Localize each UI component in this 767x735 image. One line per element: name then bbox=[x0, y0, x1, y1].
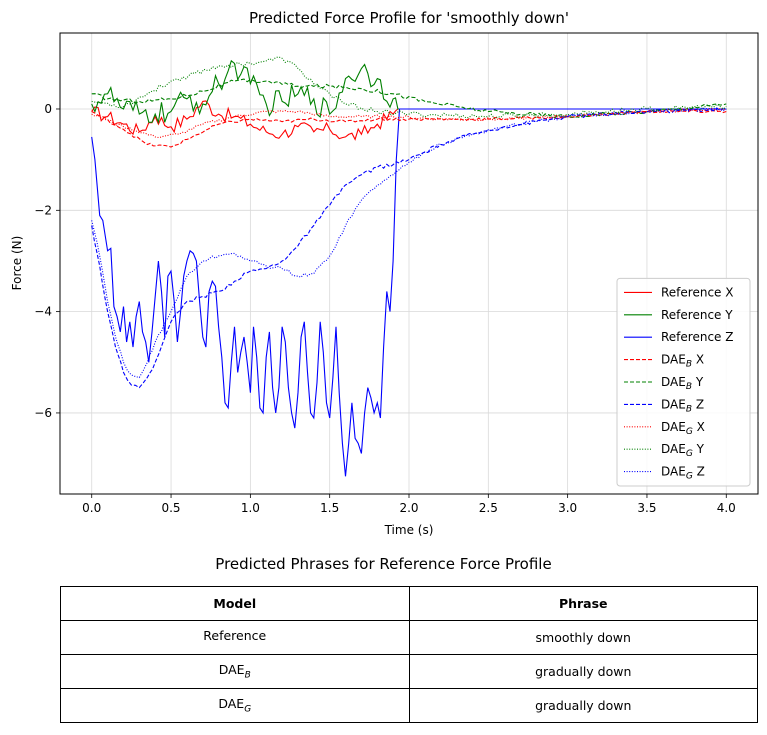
legend-label: DAEB Y bbox=[661, 375, 704, 392]
series-line-dae-b-y bbox=[91, 78, 727, 119]
series-line-dae-g-x bbox=[91, 107, 727, 139]
x-tick-label: 0.0 bbox=[82, 501, 101, 515]
table-row: DAEG gradually down bbox=[60, 688, 758, 723]
series-line-dae-g-z bbox=[91, 107, 727, 379]
y-tick-label: −6 bbox=[34, 406, 52, 420]
model-subscript: G bbox=[244, 704, 252, 715]
table-header-row: Model Phrase bbox=[60, 586, 758, 621]
legend-label: DAEB Z bbox=[661, 397, 704, 414]
series-line-reference-z bbox=[91, 108, 727, 477]
legend: Reference X Reference Y Reference Z DAEB X D… bbox=[616, 277, 751, 487]
series-line-dae-b-x bbox=[91, 109, 727, 148]
model-cell: DAEG bbox=[60, 688, 410, 723]
axis-ticks: 0.0 0.5 1.0 1.5 2.0 2.5 3.0 3.5 4.0 −6 −4 −2 0 bbox=[34, 102, 736, 515]
x-axis-label: Time (s) bbox=[384, 523, 434, 537]
phrase-cell: gradually down bbox=[408, 688, 758, 723]
phrase-cell: gradually down bbox=[408, 654, 758, 689]
y-tick-label: −4 bbox=[34, 305, 52, 319]
legend-label: Reference Y bbox=[661, 308, 733, 322]
x-tick-label: 3.5 bbox=[637, 501, 656, 515]
x-tick-label: 2.5 bbox=[479, 501, 498, 515]
table-title: Predicted Phrases for Reference Force Pr… bbox=[215, 555, 552, 573]
table-row: DAEB gradually down bbox=[60, 654, 758, 689]
legend-box bbox=[616, 277, 751, 487]
x-tick-label: 3.0 bbox=[558, 501, 577, 515]
legend-label: DAEB X bbox=[661, 353, 704, 370]
model-name: DAE bbox=[218, 662, 245, 678]
model-name: Reference bbox=[203, 628, 267, 644]
legend-label: Reference Z bbox=[661, 330, 733, 344]
force-profile-chart: 0.0 0.5 1.0 1.5 2.0 2.5 3.0 3.5 4.0 −6 −4 −2 0 Predi… bbox=[10, 9, 759, 537]
x-tick-label: 4.0 bbox=[717, 501, 736, 515]
model-subscript: B bbox=[244, 670, 251, 681]
header-model: Model bbox=[60, 586, 410, 621]
legend-label: DAEG X bbox=[661, 420, 705, 437]
x-tick-label: 0.5 bbox=[161, 501, 180, 515]
legend-label: Reference X bbox=[661, 285, 733, 299]
x-tick-label: 2.0 bbox=[399, 501, 418, 515]
y-axis-label: Force (N) bbox=[10, 236, 24, 291]
series-line-dae-g-y bbox=[91, 56, 727, 120]
model-cell: DAEB bbox=[60, 654, 410, 689]
table-row: Reference smoothly down bbox=[60, 620, 758, 655]
chart-title: Predicted Force Profile for 'smoothly do… bbox=[249, 9, 569, 27]
series-layer bbox=[91, 56, 727, 477]
x-tick-label: 1.0 bbox=[241, 501, 260, 515]
y-tick-label: −2 bbox=[34, 203, 52, 217]
x-tick-label: 1.5 bbox=[320, 501, 339, 515]
model-name: DAE bbox=[218, 696, 245, 712]
phrases-table: Model Phrase Reference smoothly down DAE… bbox=[60, 586, 758, 723]
phrase-cell: smoothly down bbox=[408, 620, 758, 655]
model-cell: Reference bbox=[60, 620, 410, 655]
legend-label: DAEG Z bbox=[661, 465, 705, 482]
header-phrase: Phrase bbox=[408, 586, 758, 621]
y-tick-label: 0 bbox=[44, 102, 52, 116]
legend-label: DAEG Y bbox=[661, 442, 705, 459]
